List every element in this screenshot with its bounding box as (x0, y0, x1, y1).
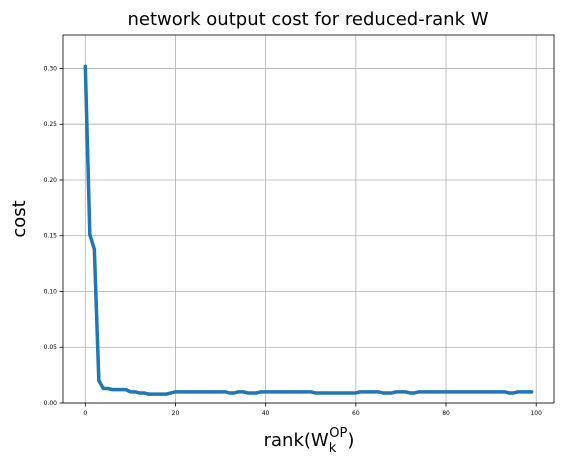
y-tick-label: 0.30 (44, 65, 58, 72)
chart-title: network output cost for reduced-rank W (127, 9, 488, 30)
x-axis-label-sup: OP (329, 426, 347, 441)
x-axis-label-sub: k (329, 441, 337, 456)
x-tick-label: 0 (83, 410, 87, 417)
x-tick-label: 100 (530, 410, 542, 417)
x-tick-label: 20 (172, 410, 180, 417)
series-line (83, 64, 534, 396)
axes-frame (62, 34, 555, 404)
x-tick-label: 80 (442, 410, 450, 417)
y-tick-label: 0.15 (44, 233, 58, 240)
y-axis-label: cost (9, 200, 30, 237)
x-tick-label: 40 (262, 410, 270, 417)
ticks: 0 20 40 60 80 100 0.00 0.05 0.10 0.15 0.20 0.25 0.30 (44, 65, 542, 417)
plot-area (83, 64, 534, 396)
x-tick-label: 60 (352, 410, 360, 417)
y-tick-label: 0.00 (44, 400, 58, 407)
y-tick-label: 0.10 (44, 288, 58, 295)
x-axis-label: rank(WkOP) (264, 426, 355, 456)
x-axis-label-base: rank(W (264, 430, 329, 451)
y-tick-label: 0.20 (44, 177, 58, 184)
x-axis-label-close: ) (347, 430, 354, 451)
grid (63, 35, 554, 404)
y-tick-label: 0.25 (44, 121, 58, 128)
y-tick-label: 0.05 (44, 344, 58, 351)
